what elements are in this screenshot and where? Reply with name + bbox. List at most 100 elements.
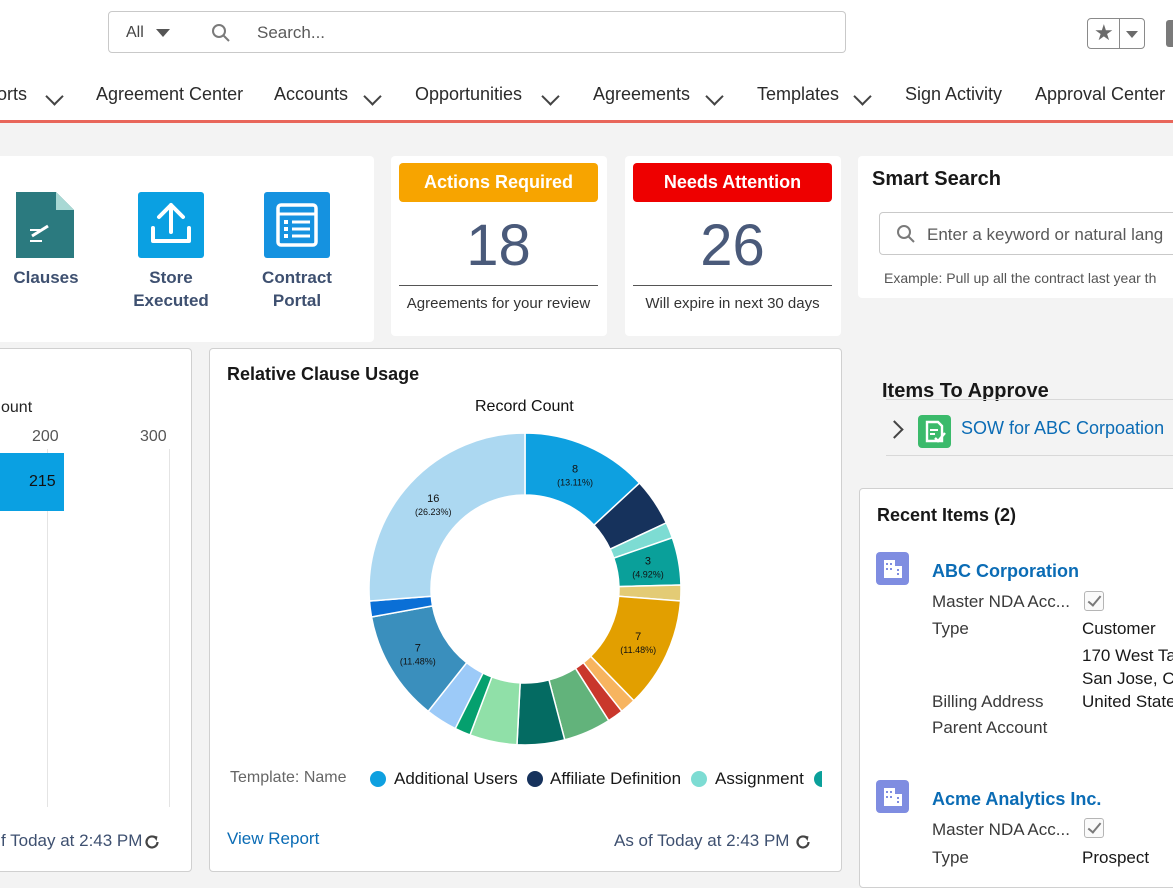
address-link-line2[interactable]: San Jose, Ca <box>1082 669 1173 688</box>
smart-search-input[interactable] <box>925 223 1173 247</box>
items-to-approve-title: Items To Approve <box>882 380 1049 402</box>
field-label-type: Type <box>932 848 969 867</box>
favorites-button[interactable]: ★ <box>1087 18 1145 49</box>
view-report-link[interactable]: View Report <box>227 829 319 849</box>
clause-usage-donut-chart: 8 (13.11%) 3 (4.92%) 7 (11.48%) 7 (11.48%) 16 (26… <box>368 432 682 746</box>
search-scope-label: All <box>126 24 144 41</box>
gridline <box>47 449 48 807</box>
field-label-parent-account: Parent Account <box>932 718 1048 737</box>
upload-icon <box>151 203 191 243</box>
favorites-divider <box>1119 19 1120 48</box>
legend-swatch <box>814 771 822 787</box>
divider <box>886 399 1173 400</box>
nav-item-accounts[interactable]: Accounts <box>274 84 349 104</box>
chevron-down-icon <box>156 29 170 37</box>
recent-item-name[interactable]: ABC Corporation <box>932 561 1079 581</box>
divider <box>886 455 1173 456</box>
nav-item-opportunities[interactable]: Opportunities <box>415 84 523 104</box>
store-executed-shortcut[interactable] <box>138 192 204 258</box>
chart-axis-label: ount <box>1 399 33 416</box>
shortcut-label-contract-portal[interactable]: Contract Portal <box>262 268 332 310</box>
actions-required-tile[interactable]: Actions Required 18 Agreements for your … <box>391 156 607 336</box>
navigation-bar: orts Agreement Center Accounts Opportuni… <box>0 68 1173 123</box>
nav-item-agreements[interactable]: Agreements <box>593 84 691 104</box>
nav-item-approval-center[interactable]: Approval Center <box>1035 84 1166 104</box>
slice-value-label: 8 <box>572 463 578 475</box>
legend-swatch <box>370 771 386 787</box>
slice-percent-label: (4.92%) <box>632 570 664 580</box>
actions-required-count: 18 <box>466 213 531 278</box>
search-icon <box>212 24 230 42</box>
tile-divider <box>633 285 832 286</box>
master-nda-checkbox <box>1084 818 1104 838</box>
approval-item-icon <box>918 415 951 448</box>
master-nda-checkbox <box>1084 591 1104 611</box>
smart-search-box[interactable] <box>879 212 1173 255</box>
search-scope-dropdown[interactable]: All <box>108 11 184 53</box>
recent-items-title: Recent Items (2) <box>877 505 1017 525</box>
search-icon <box>897 225 915 243</box>
axis-tick-label: 200 <box>32 428 59 445</box>
recent-items-card: Recent Items (2) ABC Corporation Master … <box>859 488 1173 888</box>
view-report-link-text[interactable]: View Report <box>227 829 320 848</box>
slice-percent-label: (13.11%) <box>557 477 593 487</box>
nav-item-agreement-center[interactable]: Agreement Center <box>96 84 244 104</box>
legend-item-affiliate-definition[interactable]: Affiliate Definition <box>550 769 682 788</box>
chevron-down-icon[interactable] <box>541 87 560 106</box>
axis-tick-label: 300 <box>140 428 167 445</box>
bar[interactable] <box>0 453 64 511</box>
chart-title: Record Count <box>475 398 574 415</box>
field-label-master-nda: Master NDA Acc... <box>932 820 1070 839</box>
shortcuts-card: Clauses Store Executed Contract Portal <box>0 156 374 342</box>
slice-value-label: 7 <box>635 631 641 643</box>
chevron-down-icon[interactable] <box>1126 31 1138 38</box>
refresh-icon[interactable] <box>143 833 161 851</box>
form-list-icon <box>276 203 318 247</box>
legend-item-additional-users[interactable]: Additional Users <box>394 769 518 788</box>
tile-divider <box>399 285 598 286</box>
slice-value-label: 7 <box>415 642 421 654</box>
chevron-down-icon[interactable] <box>705 87 724 106</box>
nav-item-sign-activity[interactable]: Sign Activity <box>905 84 1003 104</box>
smart-search-title: Smart Search <box>872 168 1001 190</box>
chevron-down-icon[interactable] <box>363 87 382 106</box>
account-icon <box>876 552 909 585</box>
chevron-right-icon[interactable] <box>885 420 904 439</box>
address-link-country[interactable]: United State <box>1082 692 1173 711</box>
document-check-icon <box>925 420 946 443</box>
field-value-type: Prospect <box>1082 848 1150 867</box>
shortcut-label-clauses[interactable]: Clauses <box>13 268 79 287</box>
refresh-icon[interactable] <box>794 833 812 851</box>
global-search-input[interactable] <box>255 21 819 45</box>
chevron-down-icon[interactable] <box>45 87 64 106</box>
building-icon <box>884 560 902 578</box>
report-timestamp: f Today at 2:43 PM <box>1 831 143 850</box>
account-icon <box>876 780 909 813</box>
slice-percent-label: (11.48%) <box>620 645 656 655</box>
approval-item-link[interactable]: SOW for ABC Corpoation <box>961 418 1165 438</box>
field-label-master-nda: Master NDA Acc... <box>932 592 1070 611</box>
clauses-shortcut[interactable] <box>16 192 74 263</box>
needs-attention-tile[interactable]: Needs Attention 26 Will expire in next 3… <box>625 156 841 336</box>
building-icon <box>884 788 902 806</box>
gridline <box>169 449 170 807</box>
legend-item-assignment[interactable]: Assignment <box>715 769 804 788</box>
legend-swatch <box>527 771 543 787</box>
donut-slice[interactable] <box>368 432 526 602</box>
global-actions-button[interactable] <box>1166 20 1173 47</box>
contract-portal-shortcut[interactable] <box>264 192 330 258</box>
tile-header-needs-attention: Needs Attention <box>633 163 832 202</box>
slice-percent-label: (11.48%) <box>400 656 436 666</box>
nav-item-reports[interactable]: orts <box>0 84 28 104</box>
nav-item-templates[interactable]: Templates <box>757 84 840 104</box>
slice-value-label: 16 <box>427 493 439 505</box>
global-search-box[interactable] <box>183 11 846 53</box>
address-link-line1[interactable]: 170 West Ta <box>1082 646 1173 665</box>
slice-value-label: 3 <box>645 556 651 568</box>
recent-item-name[interactable]: Acme Analytics Inc. <box>932 789 1102 809</box>
slice-percent-label: (26.23%) <box>415 507 452 517</box>
shortcut-label-store-executed[interactable]: Store Executed <box>133 268 209 310</box>
report-timestamp: As of Today at 2:43 PM <box>614 831 790 850</box>
chevron-down-icon[interactable] <box>853 87 872 106</box>
legend-title: Template: Name <box>230 769 347 786</box>
